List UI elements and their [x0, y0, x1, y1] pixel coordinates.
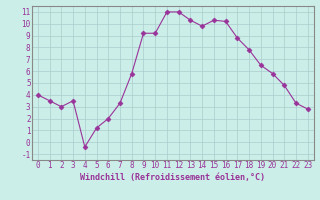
X-axis label: Windchill (Refroidissement éolien,°C): Windchill (Refroidissement éolien,°C)	[80, 173, 265, 182]
